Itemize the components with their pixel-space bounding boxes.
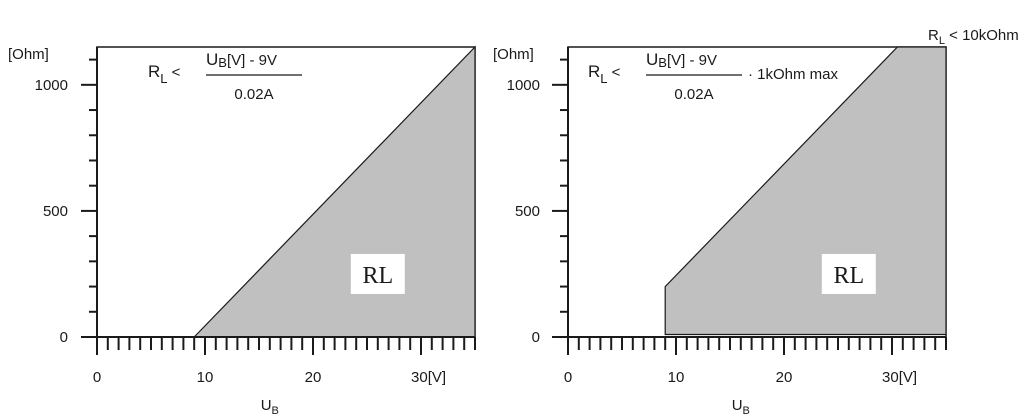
formula-lhs-base: R [588, 62, 600, 81]
x-tick-value: 30 [411, 369, 428, 386]
x-tick-value: 0 [93, 369, 101, 386]
formula-relation: < [608, 64, 621, 81]
x-tick-value: 0 [564, 369, 572, 386]
formula-lhs-base: R [148, 62, 160, 81]
y-axis-label: [Ohm] [493, 46, 534, 63]
corner-note-sub: L [939, 35, 945, 47]
x-tick-value: 10 [668, 369, 685, 386]
region-label-box [821, 253, 876, 294]
y-tick-label: 0 [60, 329, 68, 346]
corner-note-base: R [928, 27, 939, 44]
region-label: RL [833, 263, 864, 289]
y-tick-label: 500 [43, 203, 68, 220]
x-tick-label: 10 [668, 369, 685, 386]
formula-numerator: UB[V] - 9V [206, 50, 277, 70]
x-tick-value: 20 [776, 369, 793, 386]
y-axis-label: [Ohm] [8, 46, 49, 63]
x-axis-label: UB [261, 397, 279, 417]
corner-note: RL < 10kOhm [928, 27, 1019, 47]
x-axis-label-base: U [261, 397, 272, 414]
formula: RL < UB[V] - 9V 0.02A [148, 50, 302, 103]
formula-numerator: UB[V] - 9V [646, 50, 717, 70]
x-axis-label: UB [732, 397, 750, 417]
x-tick-value: 20 [305, 369, 322, 386]
x-tick-label: 10 [197, 369, 214, 386]
corner-note-rest: < 10kOhm [945, 27, 1019, 44]
formula-relation: < [168, 64, 181, 81]
y-tick-label: 1000 [507, 77, 540, 94]
formula-num-rest: [V] - 9V [227, 52, 277, 69]
y-tick-label: 500 [515, 203, 540, 220]
formula-num-sub: B [658, 55, 667, 70]
x-tick-label: 0 [564, 369, 572, 386]
formula: RL < UB[V] - 9V 0.02A · 1kOhm max [588, 50, 839, 103]
x-tick-label: 30[V] [882, 369, 917, 386]
formula-lhs: RL < [148, 62, 181, 86]
formula-lhs-sub: L [160, 71, 167, 86]
formula-num-sub: B [218, 55, 227, 70]
x-tick-value: 10 [197, 369, 214, 386]
formula-denominator: 0.02A [674, 86, 713, 103]
formula-suffix: · 1kOhm max [748, 66, 839, 83]
x-axis-label-sub: B [272, 405, 279, 417]
x-axis-label-base: U [732, 397, 743, 414]
x-axis-label-sub: B [743, 405, 750, 417]
x-tick-label: 30[V] [411, 369, 446, 386]
y-tick-label: 1000 [35, 77, 68, 94]
formula-num-base: U [206, 50, 218, 69]
formula-lhs-sub: L [600, 71, 607, 86]
x-tick-value: 30 [882, 369, 899, 386]
region-label: RL [362, 263, 393, 289]
x-unit-suffix: [V] [899, 369, 917, 386]
y-tick-label: 0 [532, 329, 540, 346]
formula-num-rest: [V] - 9V [667, 52, 717, 69]
formula-denominator: 0.02A [234, 86, 273, 103]
region-label-box [350, 253, 405, 294]
x-tick-label: 20 [305, 369, 322, 386]
x-tick-label: 20 [776, 369, 793, 386]
formula-lhs: RL < [588, 62, 621, 86]
x-tick-label: 0 [93, 369, 101, 386]
formula-num-base: U [646, 50, 658, 69]
x-unit-suffix: [V] [428, 369, 446, 386]
